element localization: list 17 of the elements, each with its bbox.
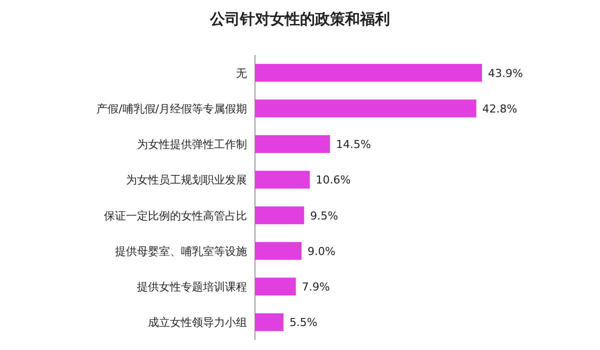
category-label: 提供女性专题培训课程 — [137, 280, 247, 294]
category-label: 保证一定比例的女性高管占比 — [104, 209, 247, 222]
value-label: 42.8% — [482, 102, 518, 116]
value-label: 14.5% — [336, 138, 371, 152]
value-label: 9.0% — [308, 244, 336, 258]
value-label: 43.9% — [488, 66, 523, 80]
title: 公司针对女性的政策和福利 — [210, 10, 390, 28]
category-label: 为女性员工规划职业发展 — [126, 174, 247, 187]
value-label: 10.6% — [316, 174, 351, 187]
category-label: 无 — [236, 66, 247, 80]
value-label: 7.9% — [302, 280, 330, 294]
category-label: 产假/哺乳假/月经假等专属假期 — [96, 102, 247, 116]
value-label: 9.5% — [310, 209, 338, 222]
value-label: 5.5% — [289, 316, 318, 330]
category-label: 为女性提供弹性工作制 — [137, 138, 247, 152]
category-label: 提供母婴室、哺乳室等设施 — [115, 244, 247, 258]
category-label: 成立女性领导力小组 — [148, 316, 247, 330]
